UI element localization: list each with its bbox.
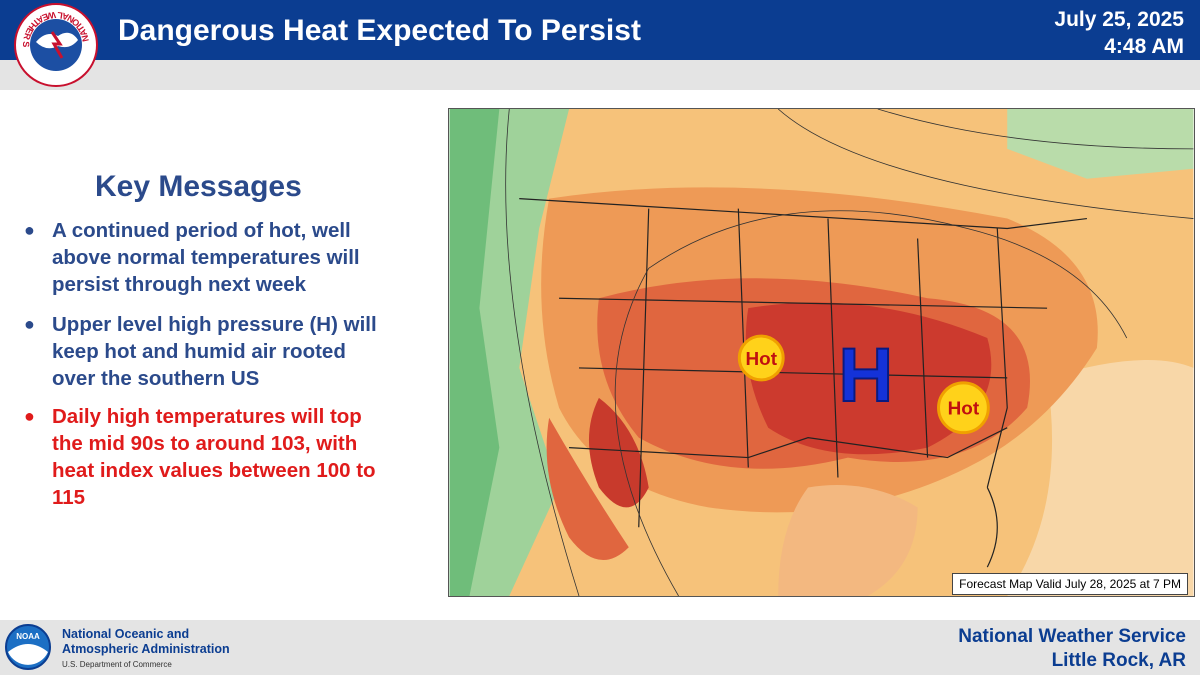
header-bar — [0, 0, 1200, 60]
state-lines — [519, 198, 1087, 568]
footer — [0, 620, 1200, 675]
bullet: Daily high temperatures will top the mid… — [24, 403, 394, 511]
noaa-logo-text: NOAA — [16, 632, 40, 641]
hot-marker: Hot — [737, 334, 785, 382]
bullet: A continued period of hot, well above no… — [24, 217, 394, 298]
date: July 25, 2025 — [1054, 8, 1184, 31]
time: 4:48 AM — [1104, 35, 1184, 58]
noaa-name-line: Atmospheric Administration — [62, 642, 230, 656]
key-messages-title: Key Messages — [95, 170, 302, 203]
office-line: Little Rock, AR — [1051, 650, 1186, 671]
nws-logo: NATIONAL WEATHER SERVICE — [8, 2, 98, 87]
noaa-dept: U.S. Department of Commerce — [62, 660, 172, 669]
hot-marker: Hot — [937, 381, 990, 435]
hot-label: Hot — [948, 399, 980, 420]
contours — [505, 109, 1194, 596]
noaa-logo: NOAA — [5, 624, 51, 670]
slide-title: Dangerous Heat Expected To Persist — [118, 14, 641, 47]
office-line: National Weather Service — [958, 626, 1186, 647]
high-pressure-label: H — [838, 333, 893, 418]
map-caption: Forecast Map Valid July 28, 2025 at 7 PM — [952, 573, 1188, 595]
forecast-map: H Hot Hot — [448, 108, 1195, 597]
bullet: Upper level high pressure (H) will keep … — [24, 311, 394, 392]
noaa-name: National Oceanic and Atmospheric Adminis… — [62, 627, 230, 672]
noaa-name-line: National Oceanic and — [62, 627, 190, 641]
header-strip — [0, 60, 1200, 90]
hot-label: Hot — [745, 349, 777, 370]
office: National Weather Service Little Rock, AR — [958, 625, 1186, 673]
timestamp: July 25, 2025 4:48 AM — [1054, 6, 1184, 60]
